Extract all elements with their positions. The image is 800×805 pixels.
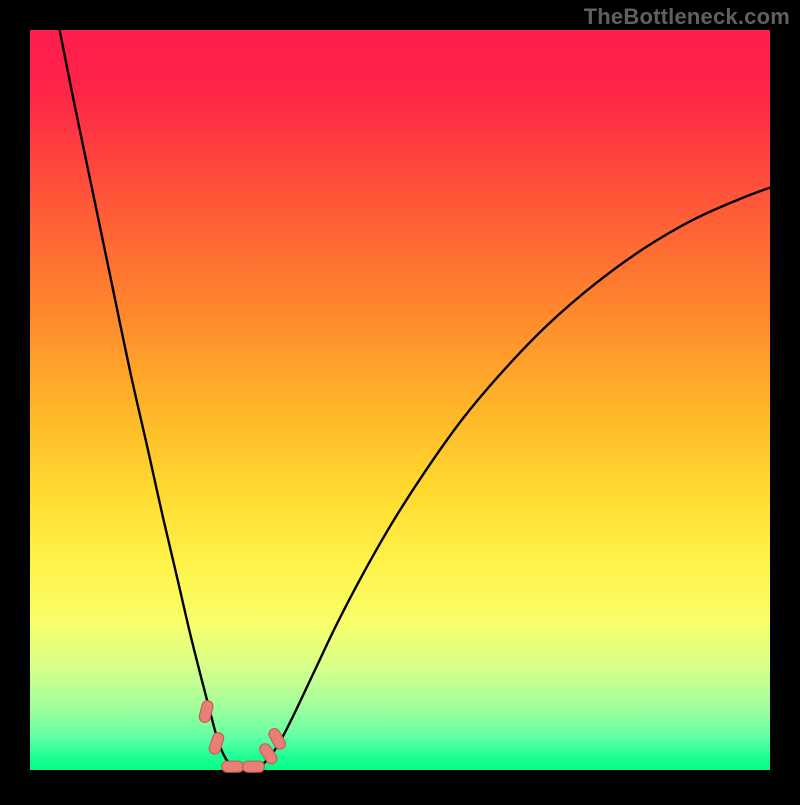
watermark-text: TheBottleneck.com xyxy=(584,4,790,30)
chart-frame xyxy=(0,0,800,800)
bottleneck-chart xyxy=(0,0,800,800)
marker-2 xyxy=(222,761,244,772)
marker-3 xyxy=(242,761,264,772)
